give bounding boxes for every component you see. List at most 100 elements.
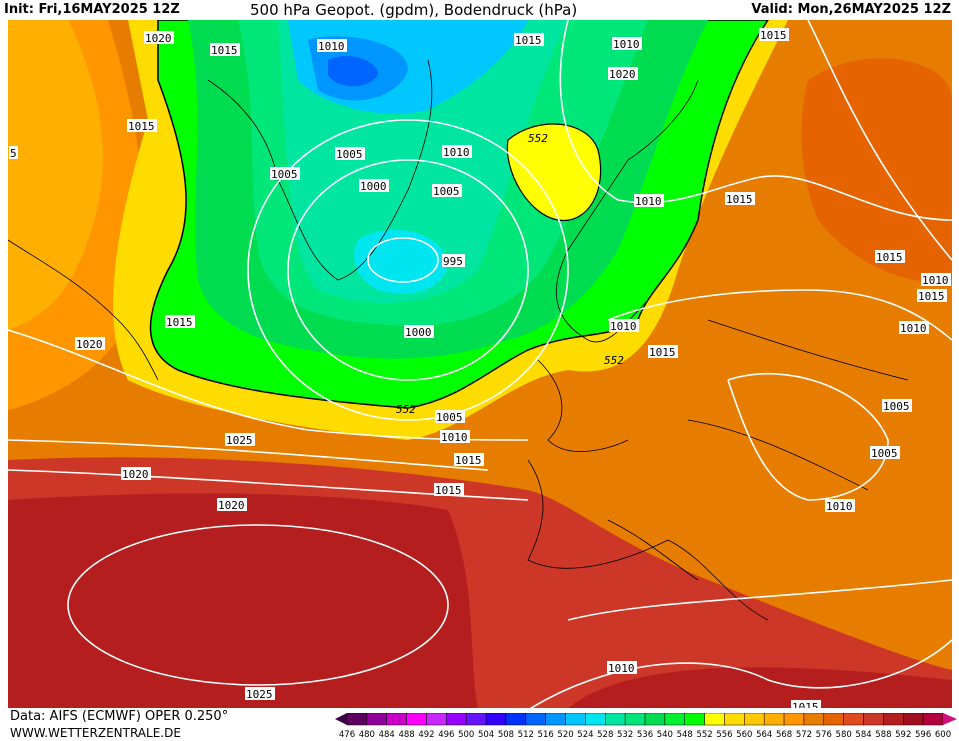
legend-label: 596	[915, 730, 931, 740]
isobar-label: 1025	[226, 434, 253, 447]
legend-label: 524	[577, 730, 593, 740]
isobar-label: 1005	[871, 447, 898, 460]
isobar-label: 552	[604, 354, 624, 367]
legend-swatch	[386, 713, 407, 726]
legend-swatch	[803, 713, 825, 726]
legend-swatch	[406, 713, 427, 726]
isobars	[8, 20, 952, 708]
isobar-label: 1010	[613, 38, 640, 51]
isobar-label: 1020	[122, 468, 149, 481]
isobar-label-bg	[245, 687, 275, 700]
legend-swatch	[744, 713, 765, 726]
isobar-label-bg	[634, 194, 664, 207]
isobar-label-bg	[442, 145, 472, 158]
isobar-label-bg	[359, 179, 389, 192]
isobar-label: 1005	[271, 168, 298, 181]
legend-swatch	[783, 713, 805, 726]
legend-arrow-below	[335, 713, 347, 725]
isobar-label: 1015	[876, 251, 903, 264]
isobar-label-bg	[165, 315, 195, 328]
isobar-label-bg	[759, 28, 789, 41]
legend-swatch	[684, 713, 705, 726]
isobar-label-bg	[435, 410, 465, 423]
legend-label: 536	[637, 730, 653, 740]
isobar-label-bg	[870, 446, 900, 459]
isobar-label: 1020	[218, 499, 245, 512]
website-credit: WWW.WETTERZENTRALE.DE	[10, 726, 181, 740]
isobar-label-bg	[609, 319, 639, 332]
isobar-label-bg	[210, 43, 240, 56]
isobar-label-bg	[607, 661, 637, 674]
isobar-label-bg	[121, 467, 151, 480]
legend-label: 520	[557, 730, 573, 740]
legend-swatch	[644, 713, 666, 726]
legend-label: 556	[716, 730, 732, 740]
isobar-labels: 1020 1015 1010 1015 1010 1015 1020 1015 1005 1005…	[9, 28, 951, 708]
isobar-label: 1010	[922, 274, 949, 287]
isobar-label: 1020	[145, 32, 172, 45]
legend-label: 484	[379, 730, 395, 740]
legend-label: 568	[776, 730, 792, 740]
isobar-label: 1010	[610, 320, 637, 333]
legend-swatch	[823, 713, 844, 726]
isobar-label: 1020	[609, 68, 636, 81]
legend-swatch	[465, 713, 487, 726]
legend-label: 584	[855, 730, 871, 740]
isobar-label-bg	[144, 31, 174, 44]
legend-label: 580	[836, 730, 852, 740]
legend-swatch	[446, 713, 467, 726]
legend-label: 508	[498, 730, 514, 740]
legend-swatch	[704, 713, 725, 726]
legend-swatch	[565, 713, 586, 726]
isobar-label: 1015	[918, 290, 945, 303]
isobar-label-bg	[921, 273, 951, 286]
legend-label: 588	[875, 730, 891, 740]
isobar-label: 1015	[726, 193, 753, 206]
isobar-label: 1010	[441, 431, 468, 444]
legend-swatch	[903, 713, 924, 726]
isobar-label-bg	[612, 37, 642, 50]
isobar-label: 1025	[246, 688, 273, 701]
legend-label: 504	[478, 730, 494, 740]
isobar-label: 1010	[443, 146, 470, 159]
legend-swatch	[426, 713, 447, 726]
field-blue-core	[328, 55, 378, 87]
contour-552-label: 552	[396, 403, 416, 416]
isobar-label-bg	[432, 184, 462, 197]
legend-label: 600	[935, 730, 951, 740]
isobar-label: 1000	[360, 180, 387, 193]
init-time: Init: Fri,16MAY2025 12Z	[4, 2, 180, 17]
isobar-label: 1005	[883, 400, 910, 413]
legend-swatch	[863, 713, 884, 726]
legend-swatch	[724, 713, 745, 726]
legend-swatch	[624, 713, 646, 726]
legend-swatch	[505, 713, 527, 726]
legend-label: 528	[597, 730, 613, 740]
legend-label: 576	[816, 730, 832, 740]
isobar-label-bg	[9, 146, 18, 159]
legend-label: 548	[677, 730, 693, 740]
field-red-south	[568, 667, 952, 708]
isobar-label: 1015	[649, 346, 676, 359]
legend-label: 476	[339, 730, 355, 740]
field-darker-east	[801, 58, 952, 282]
data-source: Data: AIFS (ECMWF) OPER 0.250°	[10, 709, 229, 724]
isobar-label: 1015	[515, 34, 542, 47]
legend-label: 480	[359, 730, 375, 740]
legend-swatch	[843, 713, 864, 726]
isobar-label-bg	[442, 254, 465, 267]
isobar-label: 1010	[318, 40, 345, 53]
field-gold	[8, 20, 103, 330]
isobar-label: 1015	[760, 29, 787, 42]
legend-swatch	[763, 713, 785, 726]
legend-label: 492	[418, 730, 434, 740]
isobar-label: 1005	[436, 411, 463, 424]
legend-swatch	[525, 713, 546, 726]
isobar-label: 1005	[433, 185, 460, 198]
legend-swatch	[485, 713, 507, 726]
isobar-label: 995	[443, 255, 463, 268]
legend-label: 496	[438, 730, 454, 740]
legend-label: 500	[458, 730, 474, 740]
isobar-label-bg	[454, 453, 484, 466]
isobar-label-bg	[875, 250, 905, 263]
